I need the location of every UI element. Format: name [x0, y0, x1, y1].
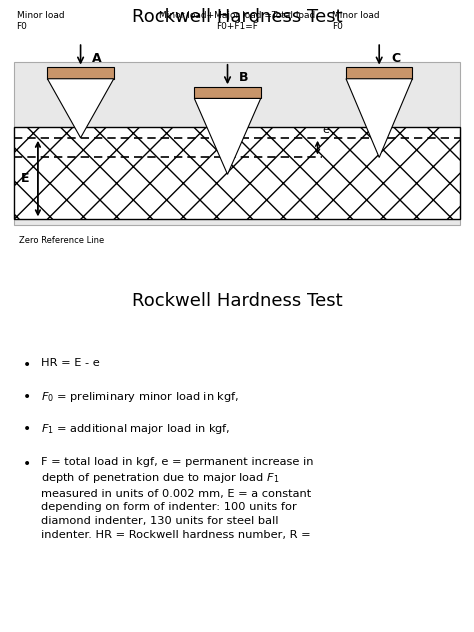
Text: HR = E - e: HR = E - e — [41, 358, 100, 368]
Text: Minor load+Major load =Total load
F0+F1=F: Minor load+Major load =Total load F0+F1=… — [159, 11, 315, 30]
Text: E: E — [21, 172, 30, 185]
Text: •: • — [23, 390, 31, 404]
Text: •: • — [23, 422, 31, 435]
Text: $F_1$ = additional major load in kgf,: $F_1$ = additional major load in kgf, — [41, 422, 231, 435]
Text: Rockwell Hardness Test: Rockwell Hardness Test — [132, 292, 342, 310]
Polygon shape — [47, 79, 114, 138]
Text: B: B — [239, 71, 249, 84]
Text: $F_0$ = preliminary minor load in kgf,: $F_0$ = preliminary minor load in kgf, — [41, 390, 239, 404]
Bar — [47, 68, 114, 79]
Text: •: • — [23, 456, 31, 471]
Bar — [346, 68, 412, 79]
Polygon shape — [346, 79, 412, 157]
Text: Minor load
F0: Minor load F0 — [17, 11, 64, 30]
Bar — [14, 62, 460, 225]
Polygon shape — [194, 99, 261, 174]
Text: •: • — [23, 358, 31, 372]
Text: Zero Reference Line: Zero Reference Line — [19, 236, 104, 245]
Text: Rockwell Hardness Test: Rockwell Hardness Test — [132, 8, 342, 27]
Text: A: A — [92, 52, 102, 64]
Text: F = total load in kgf, e = permanent increase in
depth of penetration due to maj: F = total load in kgf, e = permanent inc… — [41, 456, 314, 540]
Bar — [14, 126, 460, 219]
Text: Minor load
F0: Minor load F0 — [332, 11, 379, 30]
Bar — [194, 87, 261, 99]
Text: C: C — [391, 52, 400, 64]
Text: e: e — [322, 125, 329, 135]
